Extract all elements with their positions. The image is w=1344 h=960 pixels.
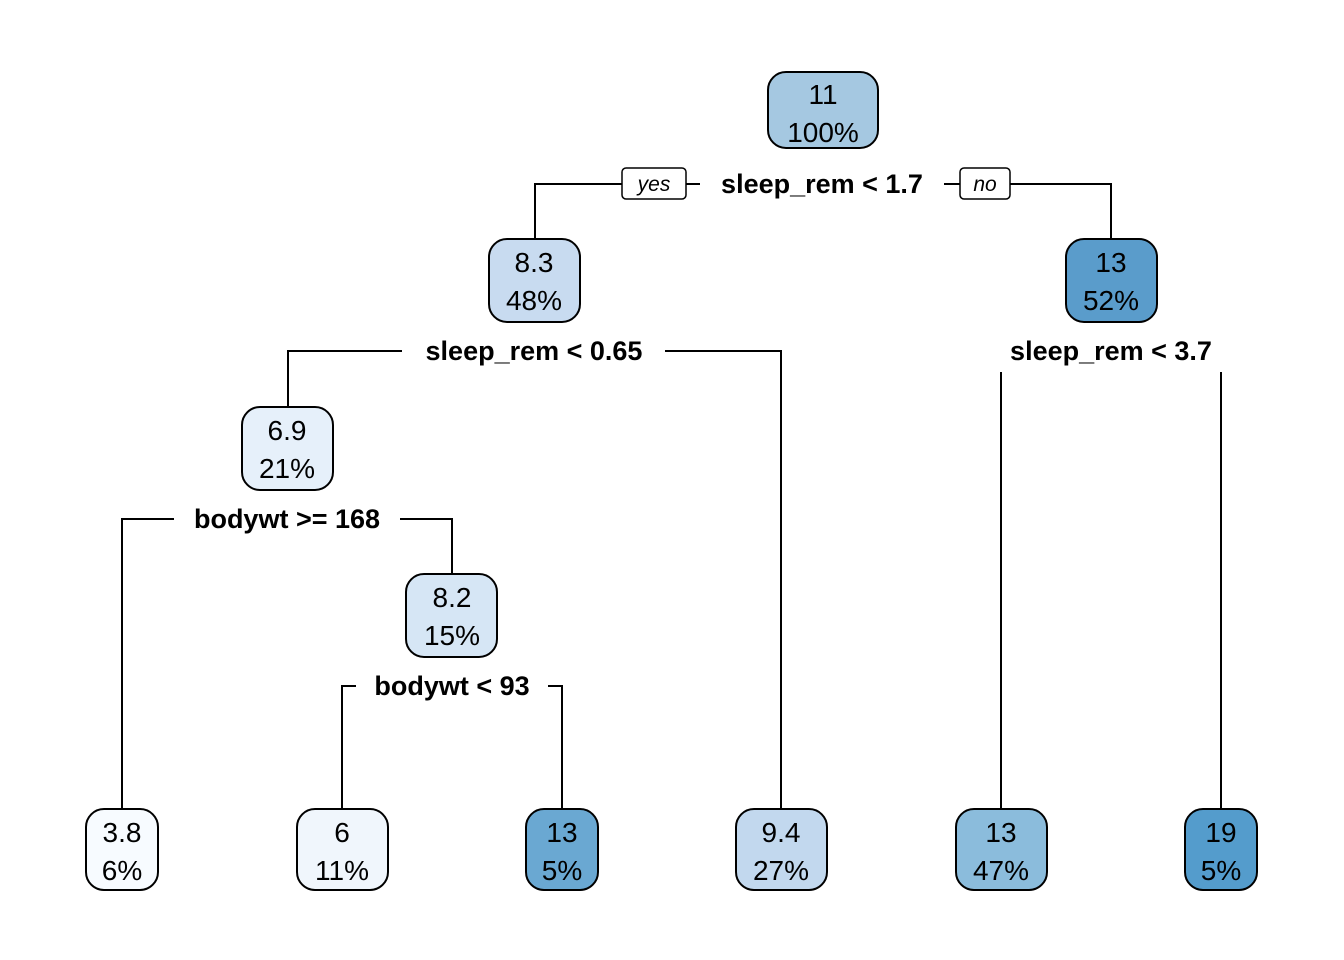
edge-n_llr-left (341, 685, 356, 809)
leaf-node-5-value: 13 (985, 817, 1016, 848)
leaf-node-2-percent: 11% (315, 855, 369, 886)
leaf-node-4-percent: 27% (753, 855, 809, 886)
node-root: 11 100% (767, 71, 879, 149)
node-left-left-right-box (405, 573, 498, 658)
leaf-node-2: 6 11% (296, 808, 389, 891)
split-label-left-left-right: bodywt < 93 (374, 671, 529, 701)
split-label-left-left: bodywt >= 168 (194, 504, 380, 534)
node-left-left-right: 8.2 15% (405, 573, 498, 658)
node-right-percent: 52% (1083, 285, 1139, 316)
leaf-node-4: 9.4 27% (735, 808, 828, 891)
leaf-node-1-value: 3.8 (103, 817, 142, 848)
node-root-box (767, 71, 879, 149)
leaf-node-3-percent: 5% (542, 855, 582, 886)
leaf-node-4-box (735, 808, 828, 891)
edge-n_ll-left (121, 518, 174, 809)
node-left-percent: 48% (506, 285, 562, 316)
node-root-value: 11 (808, 79, 837, 110)
leaf-node-6-value: 19 (1205, 817, 1236, 848)
leaf-node-2-value: 6 (334, 817, 350, 848)
node-left-box (488, 238, 581, 323)
leaf-node-5-box (955, 808, 1048, 891)
yes-label: yes (636, 173, 671, 196)
leaf-node-3-box (525, 808, 599, 891)
edge-n_ll-right (400, 518, 453, 574)
node-right-box (1065, 238, 1158, 323)
edge-root-right (1010, 183, 1112, 239)
node-left-left-box (241, 406, 334, 491)
node-root-percent: 100% (787, 117, 859, 148)
leaf-node-1: 3.8 6% (85, 808, 159, 891)
node-left: 8.3 48% (488, 238, 581, 323)
leaf-node-3: 13 5% (525, 808, 599, 891)
node-left-left-value: 6.9 (268, 415, 307, 446)
edge-n_l-right (665, 350, 782, 809)
node-right: 13 52% (1065, 238, 1158, 323)
node-left-value: 8.3 (515, 247, 554, 278)
split-label-left: sleep_rem < 0.65 (426, 336, 643, 366)
edge-root-left (534, 183, 622, 239)
leaf-node-5: 13 47% (955, 808, 1048, 891)
leaf-node-3-value: 13 (546, 817, 577, 848)
node-left-left: 6.9 21% (241, 406, 334, 491)
leaf-node-6-percent: 5% (1201, 855, 1241, 886)
leaf-node-1-percent: 6% (102, 855, 142, 886)
no-label: no (973, 173, 997, 196)
yes-no-labels: yes no (621, 167, 1011, 200)
node-left-left-right-percent: 15% (424, 620, 480, 651)
leaf-node-4-value: 9.4 (762, 817, 801, 848)
leaf-node-2-box (296, 808, 389, 891)
leaf-node-1-box (85, 808, 159, 891)
leaf-node-6-box (1184, 808, 1258, 891)
edge-n_llr-right (548, 685, 563, 809)
split-label-root: sleep_rem < 1.7 (721, 169, 923, 199)
node-right-value: 13 (1095, 247, 1126, 278)
edge-n_l-left (287, 350, 402, 407)
node-left-left-right-value: 8.2 (433, 582, 472, 613)
leaf-node-6: 19 5% (1184, 808, 1258, 891)
no-label-box (959, 167, 1011, 200)
yes-label-box (621, 167, 687, 200)
edges (121, 183, 1222, 809)
split-label-right: sleep_rem < 3.7 (1010, 336, 1212, 366)
nodes: 11 100% 8.3 48% 13 52% 6.9 21% 8.2 15% (85, 71, 1258, 891)
leaf-node-5-percent: 47% (973, 855, 1029, 886)
node-left-left-percent: 21% (259, 453, 315, 484)
split-labels: sleep_rem < 1.7 sleep_rem < 0.65 sleep_r… (194, 169, 1212, 701)
